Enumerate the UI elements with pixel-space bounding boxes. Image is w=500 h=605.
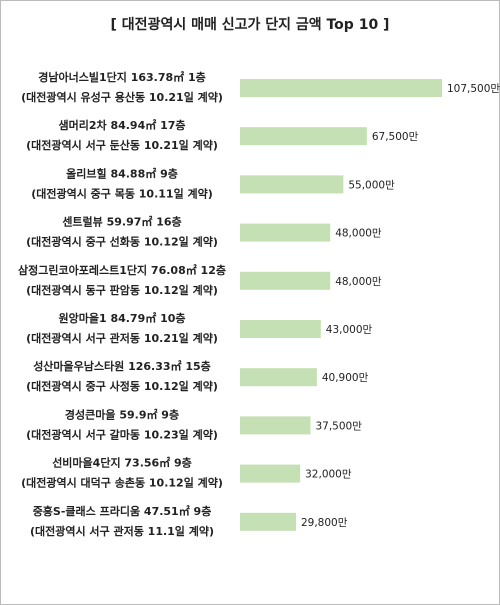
category-label: (대전광역시 중구 선화동 10.12일 계약): [26, 235, 218, 249]
value-label: 48,000만: [335, 228, 382, 240]
chart-title: [ 대전광역시 매매 신고가 단지 금액 Top 10 ]: [111, 16, 390, 33]
bar: [240, 223, 331, 242]
category-label: 원앙마을1 84.79㎡ 10층: [58, 311, 185, 325]
value-label: 43,000만: [326, 324, 373, 336]
category-label: 샘머리2차 84.94㎡ 17층: [58, 118, 185, 132]
value-label: 55,000만: [348, 179, 395, 191]
category-label: (대전광역시 서구 관저동 11.1일 계약): [30, 524, 214, 538]
category-label: (대전광역시 유성구 용산동 10.21일 계약): [21, 90, 223, 104]
category-label: (대전광역시 서구 둔산동 10.21일 계약): [26, 138, 218, 152]
bar: [240, 512, 296, 531]
value-label: 32,000만: [305, 469, 352, 481]
value-label: 37,500만: [315, 420, 362, 432]
category-label: 삼정그린코아포레스트1단지 76.08㎡ 12층: [18, 263, 226, 277]
category-label: 경남아너스빌1단지 163.78㎡ 1층: [38, 70, 206, 84]
category-label: 성산마을우남스타원 126.33㎡ 15층: [33, 359, 211, 373]
bar: [240, 416, 311, 435]
category-label: (대전광역시 서구 관저동 10.21일 계약): [26, 331, 218, 345]
value-label: 40,900만: [322, 372, 369, 384]
bar: [240, 271, 331, 290]
category-label: (대전광역시 중구 사정동 10.12일 계약): [26, 379, 218, 393]
category-label: 올리브힐 84.88㎡ 9층: [66, 166, 178, 180]
bar: [240, 79, 442, 97]
category-label: (대전광역시 중구 목동 10.11일 계약): [31, 186, 213, 200]
category-label: 선비마을4단지 73.56㎡ 9층: [52, 456, 192, 470]
bar: [240, 175, 344, 194]
bar: [240, 320, 321, 338]
category-label: 센트럴뷰 59.97㎡ 16층: [62, 215, 181, 229]
category-label: (대전광역시 대덕구 송촌동 10.12일 계약): [21, 476, 223, 490]
category-label: (대전광역시 동구 판암동 10.12일 계약): [26, 283, 218, 297]
value-label: 29,800만: [301, 517, 348, 529]
category-label: 중흥S-클래스 프라디움 47.51㎡ 9층: [33, 504, 212, 518]
bar: [240, 464, 301, 483]
category-label: (대전광역시 서구 갈마동 10.23일 계약): [26, 427, 218, 441]
value-label: 67,500만: [372, 131, 419, 143]
value-label: 48,000만: [335, 276, 382, 288]
category-label: 경성큰마을 59.9㎡ 9층: [65, 407, 179, 421]
value-label: 107,500만: [447, 83, 500, 95]
bar: [240, 368, 317, 387]
bar: [240, 127, 367, 146]
